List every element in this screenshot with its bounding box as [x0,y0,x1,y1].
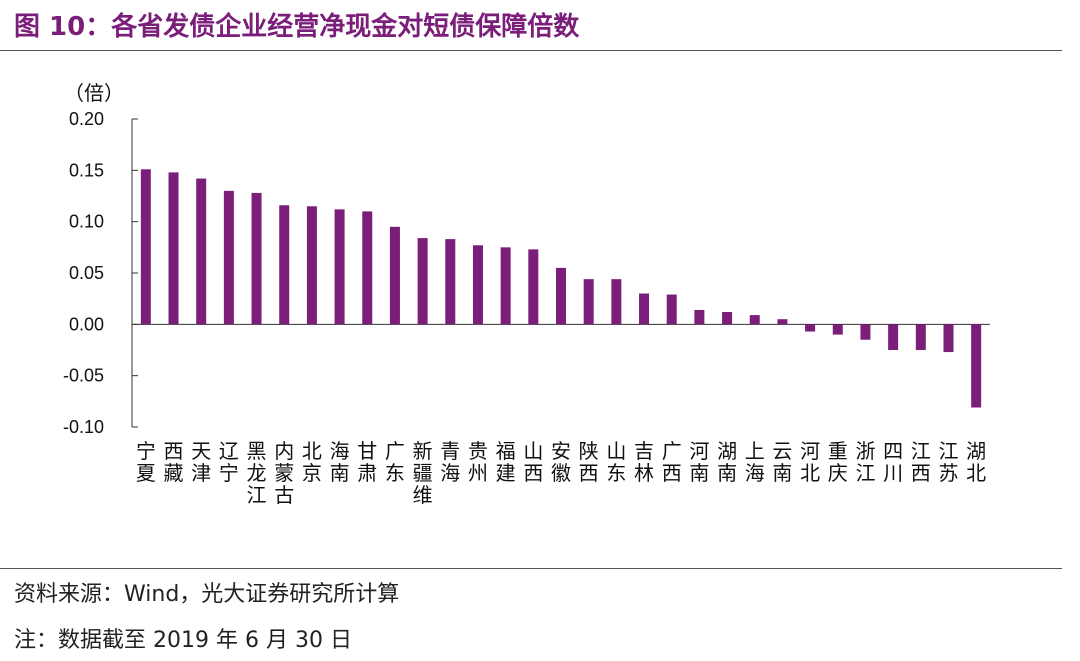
bar [279,205,290,325]
x-category-label: 海南 [330,439,350,485]
x-category-label: 西藏 [164,439,184,485]
bar [583,279,594,325]
y-tick-label: -0.10 [63,417,104,437]
bar [666,294,677,325]
bar [362,211,373,325]
bar [694,309,705,325]
title-divider [0,50,1062,51]
figure-title: 图 10：各省发债企业经营净现金对短债保障倍数 [14,12,580,42]
x-category-label: 云南 [772,439,792,485]
x-category-label: 宁夏 [136,439,156,485]
y-tick-label: 0.15 [69,160,104,180]
x-category-label: 安徽 [551,439,571,485]
category-label-layer: 宁夏西藏天津辽宁黑龙江内蒙古北京海南甘肃广东新疆维青海贵州福建山西安徽陕西山东吉… [136,439,986,507]
bar [888,324,899,350]
x-category-label: 山西 [523,439,543,485]
x-category-label: 内蒙古 [274,439,294,507]
bar [389,226,400,325]
x-category-label: 重庆 [828,439,848,485]
bar [500,247,511,325]
x-category-label: 北京 [302,439,322,485]
bar [528,249,539,325]
footer-divider [0,568,1062,569]
x-category-label: 青海 [440,439,460,485]
y-tick-label: 0.05 [69,263,104,283]
bar [168,172,179,325]
bar [777,319,788,325]
bar [639,293,650,325]
bar [140,169,151,325]
x-category-label: 湖北 [966,439,986,485]
x-category-label: 广西 [662,439,682,485]
bar-layer [140,169,982,408]
y-tick-label: 0.20 [69,109,104,129]
y-tick-label: -0.05 [63,366,104,386]
bar [223,190,234,325]
x-category-label: 山东 [606,439,626,485]
x-category-label: 辽宁 [219,439,239,485]
x-category-label: 江西 [911,439,931,485]
x-category-label: 黑龙江 [247,439,267,507]
x-category-label: 湖南 [717,439,737,485]
y-tick-label: 0.10 [69,212,104,232]
bar [251,192,262,325]
x-category-label: 上海 [745,439,765,485]
x-category-label: 贵州 [468,439,488,485]
x-category-label: 四川 [883,439,903,485]
bar [445,239,456,325]
x-category-label: 河南 [689,439,709,485]
bar [611,279,622,325]
bar [472,245,483,325]
bar [860,324,871,340]
x-category-label: 河北 [800,439,820,485]
y-tick-label: 0.00 [69,314,104,334]
bar [196,178,207,325]
x-category-label: 陕西 [579,439,599,485]
bar [943,324,954,353]
bar [915,324,926,350]
x-category-label: 浙江 [855,439,875,485]
x-category-label: 广东 [385,439,405,485]
x-category-label: 新疆维 [413,439,433,507]
bar [334,209,345,325]
date-note: 注：数据截至 2019 年 6 月 30 日 [14,628,352,653]
bar [306,206,317,325]
x-category-label: 吉林 [634,439,654,485]
bar [832,324,843,335]
bar [417,238,428,325]
bar [722,312,733,325]
source-note: 资料来源：Wind，光大证券研究所计算 [14,582,400,607]
x-category-label: 江苏 [938,439,958,485]
bar [971,324,982,408]
x-category-label: 天津 [191,439,211,485]
bar [749,315,760,325]
bar [556,267,566,325]
x-category-label: 福建 [496,439,516,485]
bar [805,324,816,332]
bar-chart: （倍） 0.20 0.15 0.10 0.05 0.00 -0.05 -0.10 宁夏西藏天津… [63,81,990,507]
x-category-label: 甘肃 [357,439,377,485]
y-axis-unit-label: （倍） [64,81,124,105]
